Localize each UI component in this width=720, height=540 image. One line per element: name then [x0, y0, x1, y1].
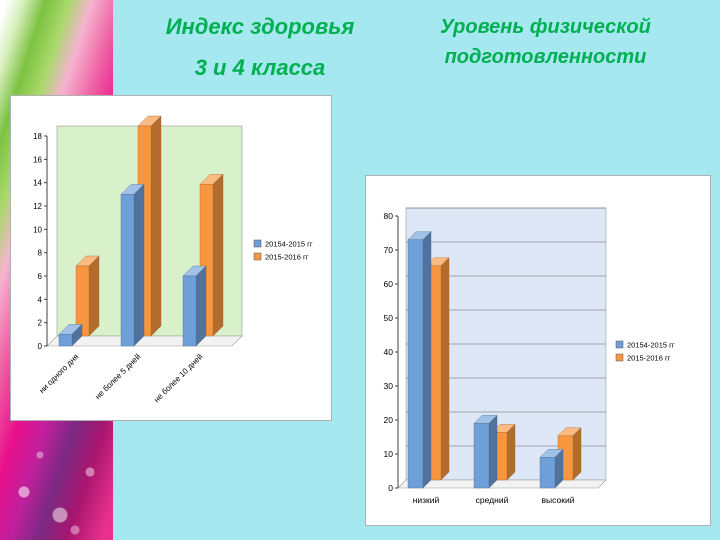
- fitness-level-chart-panel: 0 10 20 30 40 50 60 70 80 низкий средний высокий 201…: [365, 175, 711, 526]
- y-tick-label: 30: [384, 381, 394, 391]
- y-tick-label: 0: [388, 483, 393, 493]
- y-tick-label: 8: [38, 249, 43, 258]
- bar: [120, 183, 145, 347]
- legend: 20154-2015 гг 2015-2016 гг: [615, 340, 675, 363]
- y-tick-label: 50: [384, 313, 394, 323]
- bar: [182, 265, 207, 347]
- legend: 20154-2015 гг 2015-2016 гг: [253, 239, 313, 262]
- y-tick-label: 2: [38, 319, 43, 328]
- bar: [539, 448, 564, 489]
- bar: [407, 231, 432, 489]
- legend-label: 2015-2016 гг: [265, 253, 309, 262]
- y-tick-label: 6: [38, 272, 43, 281]
- category-labels: низкий средний высокий: [413, 495, 575, 505]
- y-tick-label: 10: [384, 449, 394, 459]
- category-label: низкий: [413, 495, 440, 505]
- y-axis: 0 10 20 30 40 50 60 70 80: [384, 211, 399, 493]
- y-tick-label: 12: [33, 202, 42, 211]
- y-tick-label: 70: [384, 245, 394, 255]
- category-label: средний: [476, 495, 509, 505]
- right-chart-title: Уровень физической подготовленности: [440, 16, 651, 68]
- category-labels: ни одного дня не более 5 дней не более 10 …: [37, 352, 204, 404]
- legend-label: 2015-2016 гг: [627, 354, 671, 363]
- bar: [473, 414, 498, 489]
- y-tick-label: 14: [33, 179, 42, 188]
- left-chart-title: Индекс здоровья 3 и 4 класса: [115, 6, 405, 88]
- category-label: не более 5 дней: [93, 352, 142, 401]
- legend-swatch: [615, 340, 624, 349]
- bars: [58, 115, 224, 347]
- y-tick-label: 4: [38, 295, 43, 304]
- bars: [407, 231, 582, 489]
- category-label: ни одного дня: [37, 352, 80, 395]
- bar: [58, 323, 83, 347]
- y-tick-label: 10: [33, 225, 42, 234]
- legend-swatch: [253, 252, 262, 261]
- fitness-level-chart: 0 10 20 30 40 50 60 70 80 низкий средний высокий 201…: [384, 207, 675, 505]
- health-index-chart-panel: 0 2 4 6 8 10 12 14 16 18 ни одного дня не более 5 д…: [10, 95, 332, 421]
- y-tick-label: 18: [33, 132, 42, 141]
- left-chart-title-line1: Индекс здоровья: [165, 14, 355, 39]
- y-tick-label: 0: [38, 342, 43, 351]
- legend-swatch: [615, 353, 624, 362]
- legend-label: 20154-2015 гг: [265, 240, 313, 249]
- y-tick-label: 16: [33, 155, 42, 164]
- category-label: высокий: [542, 495, 575, 505]
- bar: [75, 255, 100, 337]
- y-axis: 0 2 4 6 8 10 12 14 16 18: [33, 132, 48, 351]
- y-tick-label: 60: [384, 279, 394, 289]
- health-index-chart: 0 2 4 6 8 10 12 14 16 18 ни одного дня не более 5 д…: [33, 115, 313, 404]
- y-tick-label: 20: [384, 415, 394, 425]
- category-label: не более 10 дней: [152, 352, 204, 404]
- y-tick-label: 80: [384, 211, 394, 221]
- legend-label: 20154-2015 гг: [627, 341, 675, 350]
- left-chart-title-line2: 3 и 4 класса: [194, 55, 326, 80]
- y-tick-label: 40: [384, 347, 394, 357]
- legend-swatch: [253, 239, 262, 248]
